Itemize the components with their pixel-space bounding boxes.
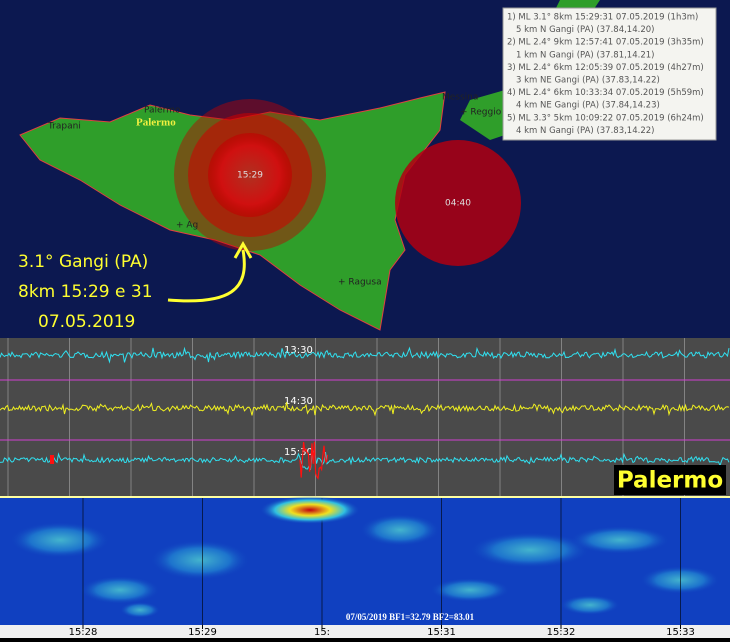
legend-line: 2) ML 2.4° 9km 12:57:41 07.05.2019 (3h35… bbox=[507, 38, 704, 48]
marker bbox=[50, 455, 54, 464]
legend-line: 5) ML 3.3° 5km 10:09:22 07.05.2019 (6h24… bbox=[507, 113, 704, 123]
axis-label: 15: bbox=[314, 627, 330, 638]
legend-line: 1 km N Gangi (PA) (37.81,14.21) bbox=[516, 50, 654, 60]
trace bbox=[0, 401, 730, 417]
seismogram: 13:30 14:30 15:30 Palermo bbox=[0, 338, 730, 496]
legend-line: 3) ML 2.4° 6km 12:05:39 07.05.2019 (4h27… bbox=[507, 63, 704, 73]
city-label: Trapani bbox=[47, 122, 81, 132]
station-label: Palermo bbox=[617, 468, 723, 494]
arrow-head bbox=[233, 240, 253, 259]
legend-line: 5 km N Gangi (PA) (37.84,14.20) bbox=[516, 25, 654, 35]
spectro-footer: 07/05/2019 BF1=32.79 BF2=83.01 bbox=[346, 612, 475, 622]
time-label: 15:30 bbox=[284, 447, 313, 458]
city-label: + Ag bbox=[176, 221, 198, 231]
spectro-blob bbox=[570, 526, 670, 554]
trace bbox=[0, 346, 730, 364]
spectro-blob bbox=[80, 576, 160, 604]
legend-line: 4 km N Gangi (PA) (37.83,14.22) bbox=[516, 126, 654, 136]
legend-line: 4) ML 2.4° 6km 10:33:34 07.05.2019 (5h59… bbox=[507, 88, 704, 98]
city-label: + Ragusa bbox=[338, 278, 382, 288]
spectro-blob bbox=[430, 578, 510, 602]
burst bbox=[299, 441, 329, 480]
time-label: 13:30 bbox=[284, 345, 313, 356]
city-label: + Reggio bbox=[460, 108, 502, 118]
annotation: 07.05.2019 bbox=[38, 312, 135, 332]
spectro-blob bbox=[640, 566, 720, 594]
legend-line: 3 km NE Gangi (PA) (37.83,14.22) bbox=[516, 76, 660, 86]
separator bbox=[0, 496, 730, 498]
time-axis bbox=[0, 625, 730, 638]
trace bbox=[0, 450, 730, 470]
city-label: Palermo bbox=[136, 117, 176, 129]
map: 15:29 04:40 Palermo Palermo Trapani Mess… bbox=[0, 0, 730, 338]
axis-label: 15:28 bbox=[69, 627, 98, 638]
city-label: Messina bbox=[442, 93, 478, 103]
spectro-hot bbox=[260, 496, 360, 524]
annotation: 3.1° Gangi (PA) bbox=[18, 252, 148, 272]
spectro-blob bbox=[470, 532, 590, 568]
circle-label: 15:29 bbox=[237, 171, 263, 181]
event-circle bbox=[208, 133, 292, 217]
axis-label: 15:29 bbox=[188, 627, 217, 638]
arrow bbox=[167, 249, 246, 303]
annotation: 8km 15:29 e 31 bbox=[18, 282, 153, 302]
spectro-blob bbox=[360, 514, 440, 546]
legend-line: 1) ML 3.1° 8km 15:29:31 07.05.2019 (1h3m… bbox=[507, 13, 698, 23]
spectro-blob bbox=[560, 595, 620, 615]
spectro-blob bbox=[150, 540, 250, 580]
spectrogram: 07/05/2019 BF1=32.79 BF2=83.01 15:28 15:2… bbox=[0, 496, 730, 638]
seismo-bg bbox=[0, 338, 730, 496]
axis-label: 15:33 bbox=[666, 627, 695, 638]
legend-line: 4 km NE Gangi (PA) (37.84,14.23) bbox=[516, 101, 660, 111]
spectro-blob bbox=[120, 602, 160, 618]
axis-label: 15:32 bbox=[547, 627, 576, 638]
event-circle bbox=[395, 140, 521, 266]
axis-label: 15:31 bbox=[427, 627, 456, 638]
spectro-blob bbox=[10, 522, 110, 558]
station-box bbox=[614, 465, 726, 495]
spectro-bg bbox=[0, 498, 730, 625]
legend-lines: 1) ML 3.1° 8km 15:29:31 07.05.2019 (1h3m… bbox=[507, 13, 704, 136]
legend bbox=[502, 7, 717, 141]
time-label: 14:30 bbox=[284, 396, 313, 407]
city-label: Palermo bbox=[144, 106, 181, 116]
circle-label: 04:40 bbox=[445, 199, 471, 209]
